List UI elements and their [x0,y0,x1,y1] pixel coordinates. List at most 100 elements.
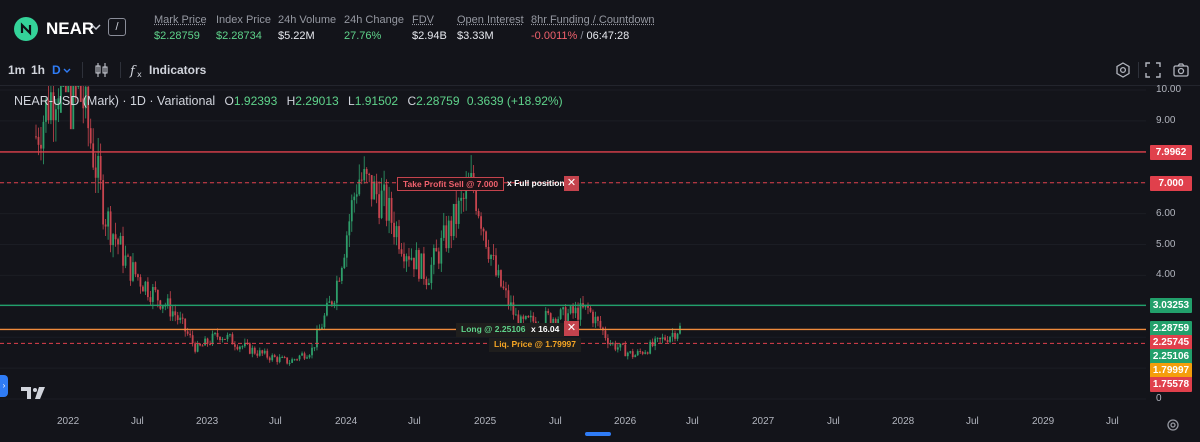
candle-body [74,86,77,98]
candle-body [398,226,400,250]
stat-index-price: Index Price $2.28734 [216,14,271,42]
camera-icon[interactable] [1172,61,1190,79]
candle-body [597,316,599,321]
candle-body [231,334,234,345]
chart-panel: 1m 1h D f x Indicators NEAR-USD (Mark) ·… [0,54,1200,442]
funding-rate: -0.0011% [531,30,578,42]
candle-body [328,301,331,303]
candle-body [574,307,577,314]
candle-body [296,359,298,361]
candle-body [278,357,281,362]
ohlc-legend: NEAR-USD (Mark) · 1D · Variational O1.92… [14,94,563,108]
candle-body [572,306,574,314]
candle-body [224,338,226,340]
scroll-handle[interactable] [585,432,611,436]
stat-label: Open Interest [457,14,524,26]
candle-body [122,236,124,266]
chevron-down-icon[interactable] [90,21,102,33]
toolbar-divider [1138,62,1139,78]
settings-icon[interactable] [1114,61,1132,79]
candle-body [480,216,482,229]
candle-body [415,250,418,270]
candle-body [234,344,236,347]
candle-body [373,181,376,200]
candle-body [216,332,219,337]
candle-body [405,256,408,262]
candle-body [229,334,231,336]
candle-body [52,92,55,121]
candle-body [311,347,313,356]
candle-body [164,305,167,307]
chart-settings-icon[interactable] [1166,418,1180,432]
candle-body [253,347,256,354]
interval-d[interactable]: D [52,63,61,77]
candle-body [450,220,453,237]
candle-body [176,315,179,320]
indicators-button[interactable]: Indicators [149,63,207,77]
candle-body [631,351,634,358]
interval-1m[interactable]: 1m [8,63,26,77]
stat-label: Index Price [216,14,272,26]
candle-body [59,86,62,113]
cancel-take-profit-button[interactable]: ✕ [564,176,579,191]
indicators-icon[interactable]: f x [128,61,146,79]
price-tag: 7.9962 [1150,144,1192,160]
candle-body [651,341,654,347]
candle-body [154,287,157,290]
quick-search-button[interactable]: / [108,18,126,36]
candle-body [291,359,294,363]
candle-body [194,343,197,352]
stat-open-interest: Open Interest $3.33M [457,14,524,42]
candle-body [316,330,318,348]
close-position-button[interactable]: ✕ [564,321,579,336]
candle-body [94,167,97,178]
candlestick-chart[interactable] [0,86,1200,414]
candle-body [114,234,117,240]
candle-body [102,180,105,225]
time-axis-label: Jul [827,416,840,427]
candle-body [365,169,368,174]
tradingview-logo-icon [21,387,45,399]
candle-body [442,225,445,238]
candle-body [527,315,530,318]
candles-icon[interactable] [93,61,111,79]
chevron-down-icon[interactable] [62,61,72,79]
candle-body [303,353,306,359]
candle-body [420,253,423,279]
price-plot[interactable] [0,86,1200,414]
candle-body [549,313,552,325]
time-axis-label: Jul [549,416,562,427]
candle-body [127,255,129,257]
candle-body [674,332,676,339]
candle-body [495,255,497,276]
fullscreen-icon[interactable] [1144,61,1162,79]
candle-body [524,315,527,319]
candle-body [440,237,443,264]
candle-body [649,341,652,354]
candle-body [616,347,619,350]
interval-1h[interactable]: 1h [31,63,46,77]
time-axis-label: 2022 [57,416,80,427]
candle-body [661,337,664,340]
candle-body [298,355,301,360]
symbol-name[interactable]: NEAR [46,19,95,38]
candle-body [306,357,308,359]
candle-body [64,86,67,93]
candle-body [261,350,264,354]
candle-body [609,343,612,345]
expand-panel-tab[interactable]: › [0,375,8,397]
candle-body [502,286,505,289]
stat-24h-change: 24h Change 27.76% [344,14,404,42]
long-position-label[interactable]: Long @ 2.25106 [456,323,531,337]
legend-high-key: H [286,94,296,108]
candle-body [587,305,589,308]
candle-body [129,256,132,281]
time-axis-label: Jul [408,416,421,427]
candle-body [629,351,632,353]
candle-body [621,343,624,345]
take-profit-label[interactable]: Take Profit Sell @ 7.000 [397,177,505,191]
chart-toolbar: 1m 1h D f x Indicators [0,54,1200,86]
candle-body [293,359,296,361]
time-axis-label: 2023 [196,416,219,427]
candle-body [505,288,507,291]
